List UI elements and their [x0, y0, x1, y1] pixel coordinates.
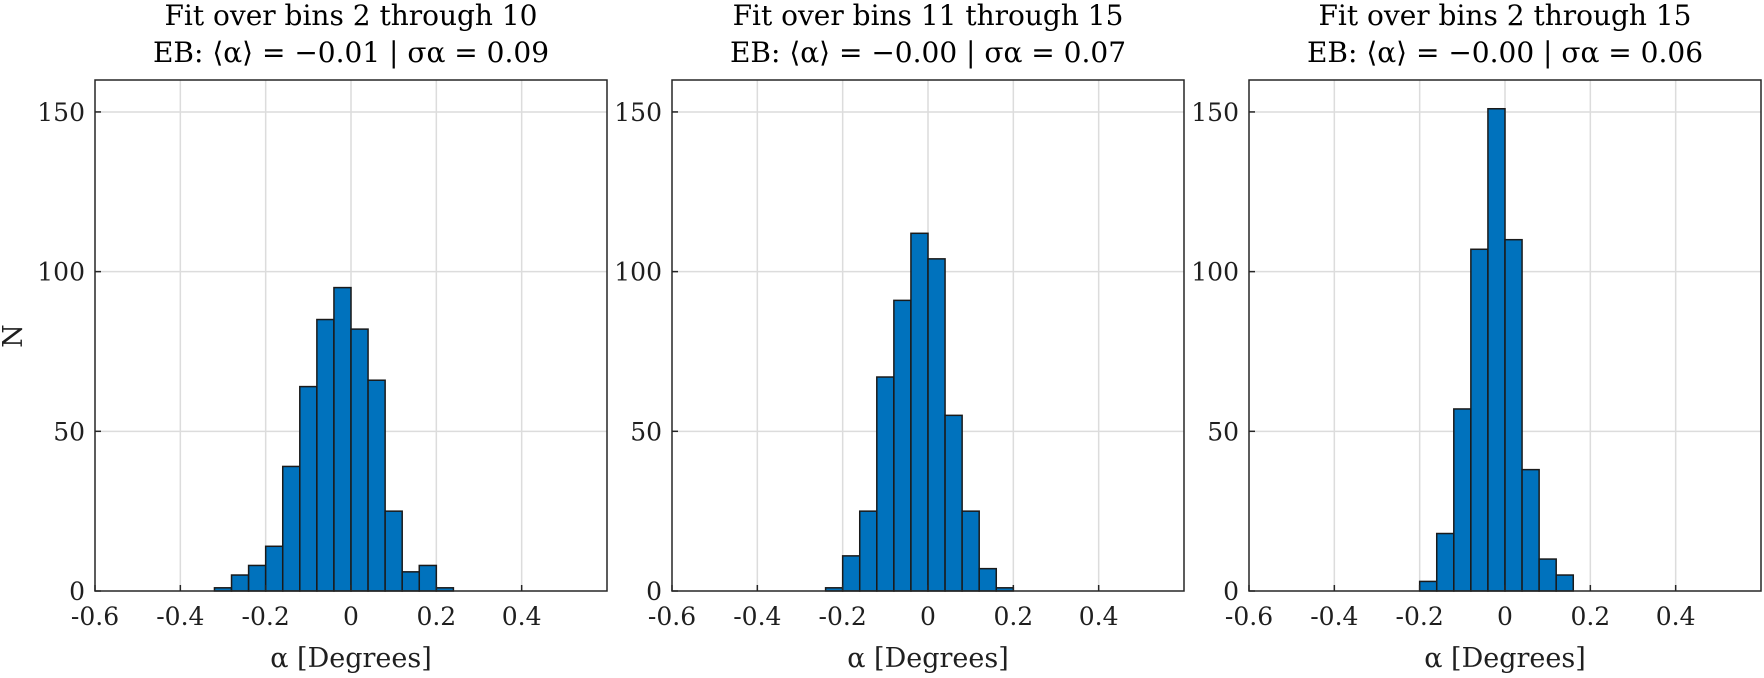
histogram-bar [1487, 107, 1506, 592]
y-tick-label: 50 [53, 417, 85, 446]
y-tick-label: 50 [630, 417, 662, 446]
x-tick-label: 0.4 [1656, 602, 1696, 631]
y-tick-label: 150 [37, 98, 85, 127]
x-tick-label: -0.6 [648, 602, 696, 631]
histogram-bar [858, 510, 878, 592]
x-tick-label: -0.2 [819, 602, 867, 631]
x-tick-label: -0.6 [71, 602, 119, 631]
histogram-bar [978, 567, 998, 592]
histogram-bar [1418, 580, 1438, 592]
histogram-bar [1504, 238, 1523, 592]
chart-subtitle: EB: ⟨α⟩ = −0.00 | σα = 0.06 [1307, 36, 1703, 69]
y-tick-label: 150 [1191, 98, 1239, 127]
chart-title: Fit over bins 2 through 10 [164, 0, 537, 32]
x-tick-label: 0.4 [1079, 602, 1119, 631]
y-axis-label: N [0, 324, 29, 348]
histogram-bar [333, 286, 352, 592]
histogram-bar [264, 545, 284, 592]
y-tick-label: 150 [614, 98, 662, 127]
x-tick-label: 0 [920, 602, 936, 631]
x-axis-label: α [Degrees] [847, 643, 1009, 674]
y-tick-label: 0 [1223, 577, 1239, 606]
histogram-bar [1470, 248, 1489, 592]
x-tick-label: 0.4 [502, 602, 542, 631]
histogram-bar [350, 328, 369, 592]
x-axis-label: α [Degrees] [1424, 643, 1586, 674]
x-tick-label: 0 [1497, 602, 1513, 631]
histogram-bar [1538, 558, 1557, 592]
y-tick-label: 100 [614, 258, 662, 287]
histogram-bar [876, 376, 895, 592]
histogram-bar [1555, 574, 1575, 592]
histogram-bar [944, 414, 963, 592]
histogram-bar [893, 299, 912, 592]
y-tick-label: 0 [69, 577, 85, 606]
x-tick-label: -0.4 [1310, 602, 1358, 631]
x-tick-label: 0 [343, 602, 359, 631]
x-tick-label: 0.2 [993, 602, 1033, 631]
x-tick-label: -0.2 [242, 602, 290, 631]
histogram-bar [384, 510, 403, 592]
histogram-panel-2: -0.6 -0.4 -0.2 0 0.2 0.4 0 50 100 150 Fit over bin… [614, 0, 1185, 674]
x-tick-label: -0.4 [733, 602, 781, 631]
histogram-bar [367, 379, 386, 592]
histogram-bar [230, 574, 250, 592]
chart-title: Fit over bins 11 through 15 [733, 0, 1124, 32]
histogram-bar [247, 564, 267, 592]
histogram-bar [281, 465, 301, 592]
chart-subtitle: EB: ⟨α⟩ = −0.00 | σα = 0.07 [730, 36, 1126, 69]
x-tick-label: 0.2 [1570, 602, 1610, 631]
histogram-bar [299, 385, 318, 592]
histogram-bar [910, 232, 929, 592]
histogram-bar [1435, 532, 1455, 592]
y-tick-label: 0 [646, 577, 662, 606]
chart-title: Fit over bins 2 through 15 [1318, 0, 1691, 32]
y-tick-label: 50 [1207, 417, 1239, 446]
x-tick-label: -0.4 [156, 602, 204, 631]
histogram-bar [1521, 468, 1540, 592]
histogram-bar [316, 318, 335, 592]
x-tick-label: 0.2 [416, 602, 456, 631]
histogram-bar [927, 258, 946, 592]
histogram-panel-3: -0.6 -0.4 -0.2 0 0.2 0.4 0 50 100 150 Fit over bin… [1191, 0, 1762, 674]
x-tick-label: -0.2 [1396, 602, 1444, 631]
histogram-bar [401, 571, 421, 592]
histogram-bar [418, 564, 438, 592]
y-tick-label: 100 [1191, 258, 1239, 287]
histogram-bar [1453, 408, 1472, 592]
histogram-bar [841, 555, 861, 592]
chart-subtitle: EB: ⟨α⟩ = −0.01 | σα = 0.09 [153, 36, 549, 69]
x-tick-label: -0.6 [1225, 602, 1273, 631]
histogram-bar [961, 510, 980, 592]
histogram-panel-1: -0.6 -0.4 -0.2 0 0.2 0.4 0 50 100 150 Fit over bin… [37, 0, 608, 674]
y-tick-label: 100 [37, 258, 85, 287]
x-axis-label: α [Degrees] [270, 643, 432, 674]
